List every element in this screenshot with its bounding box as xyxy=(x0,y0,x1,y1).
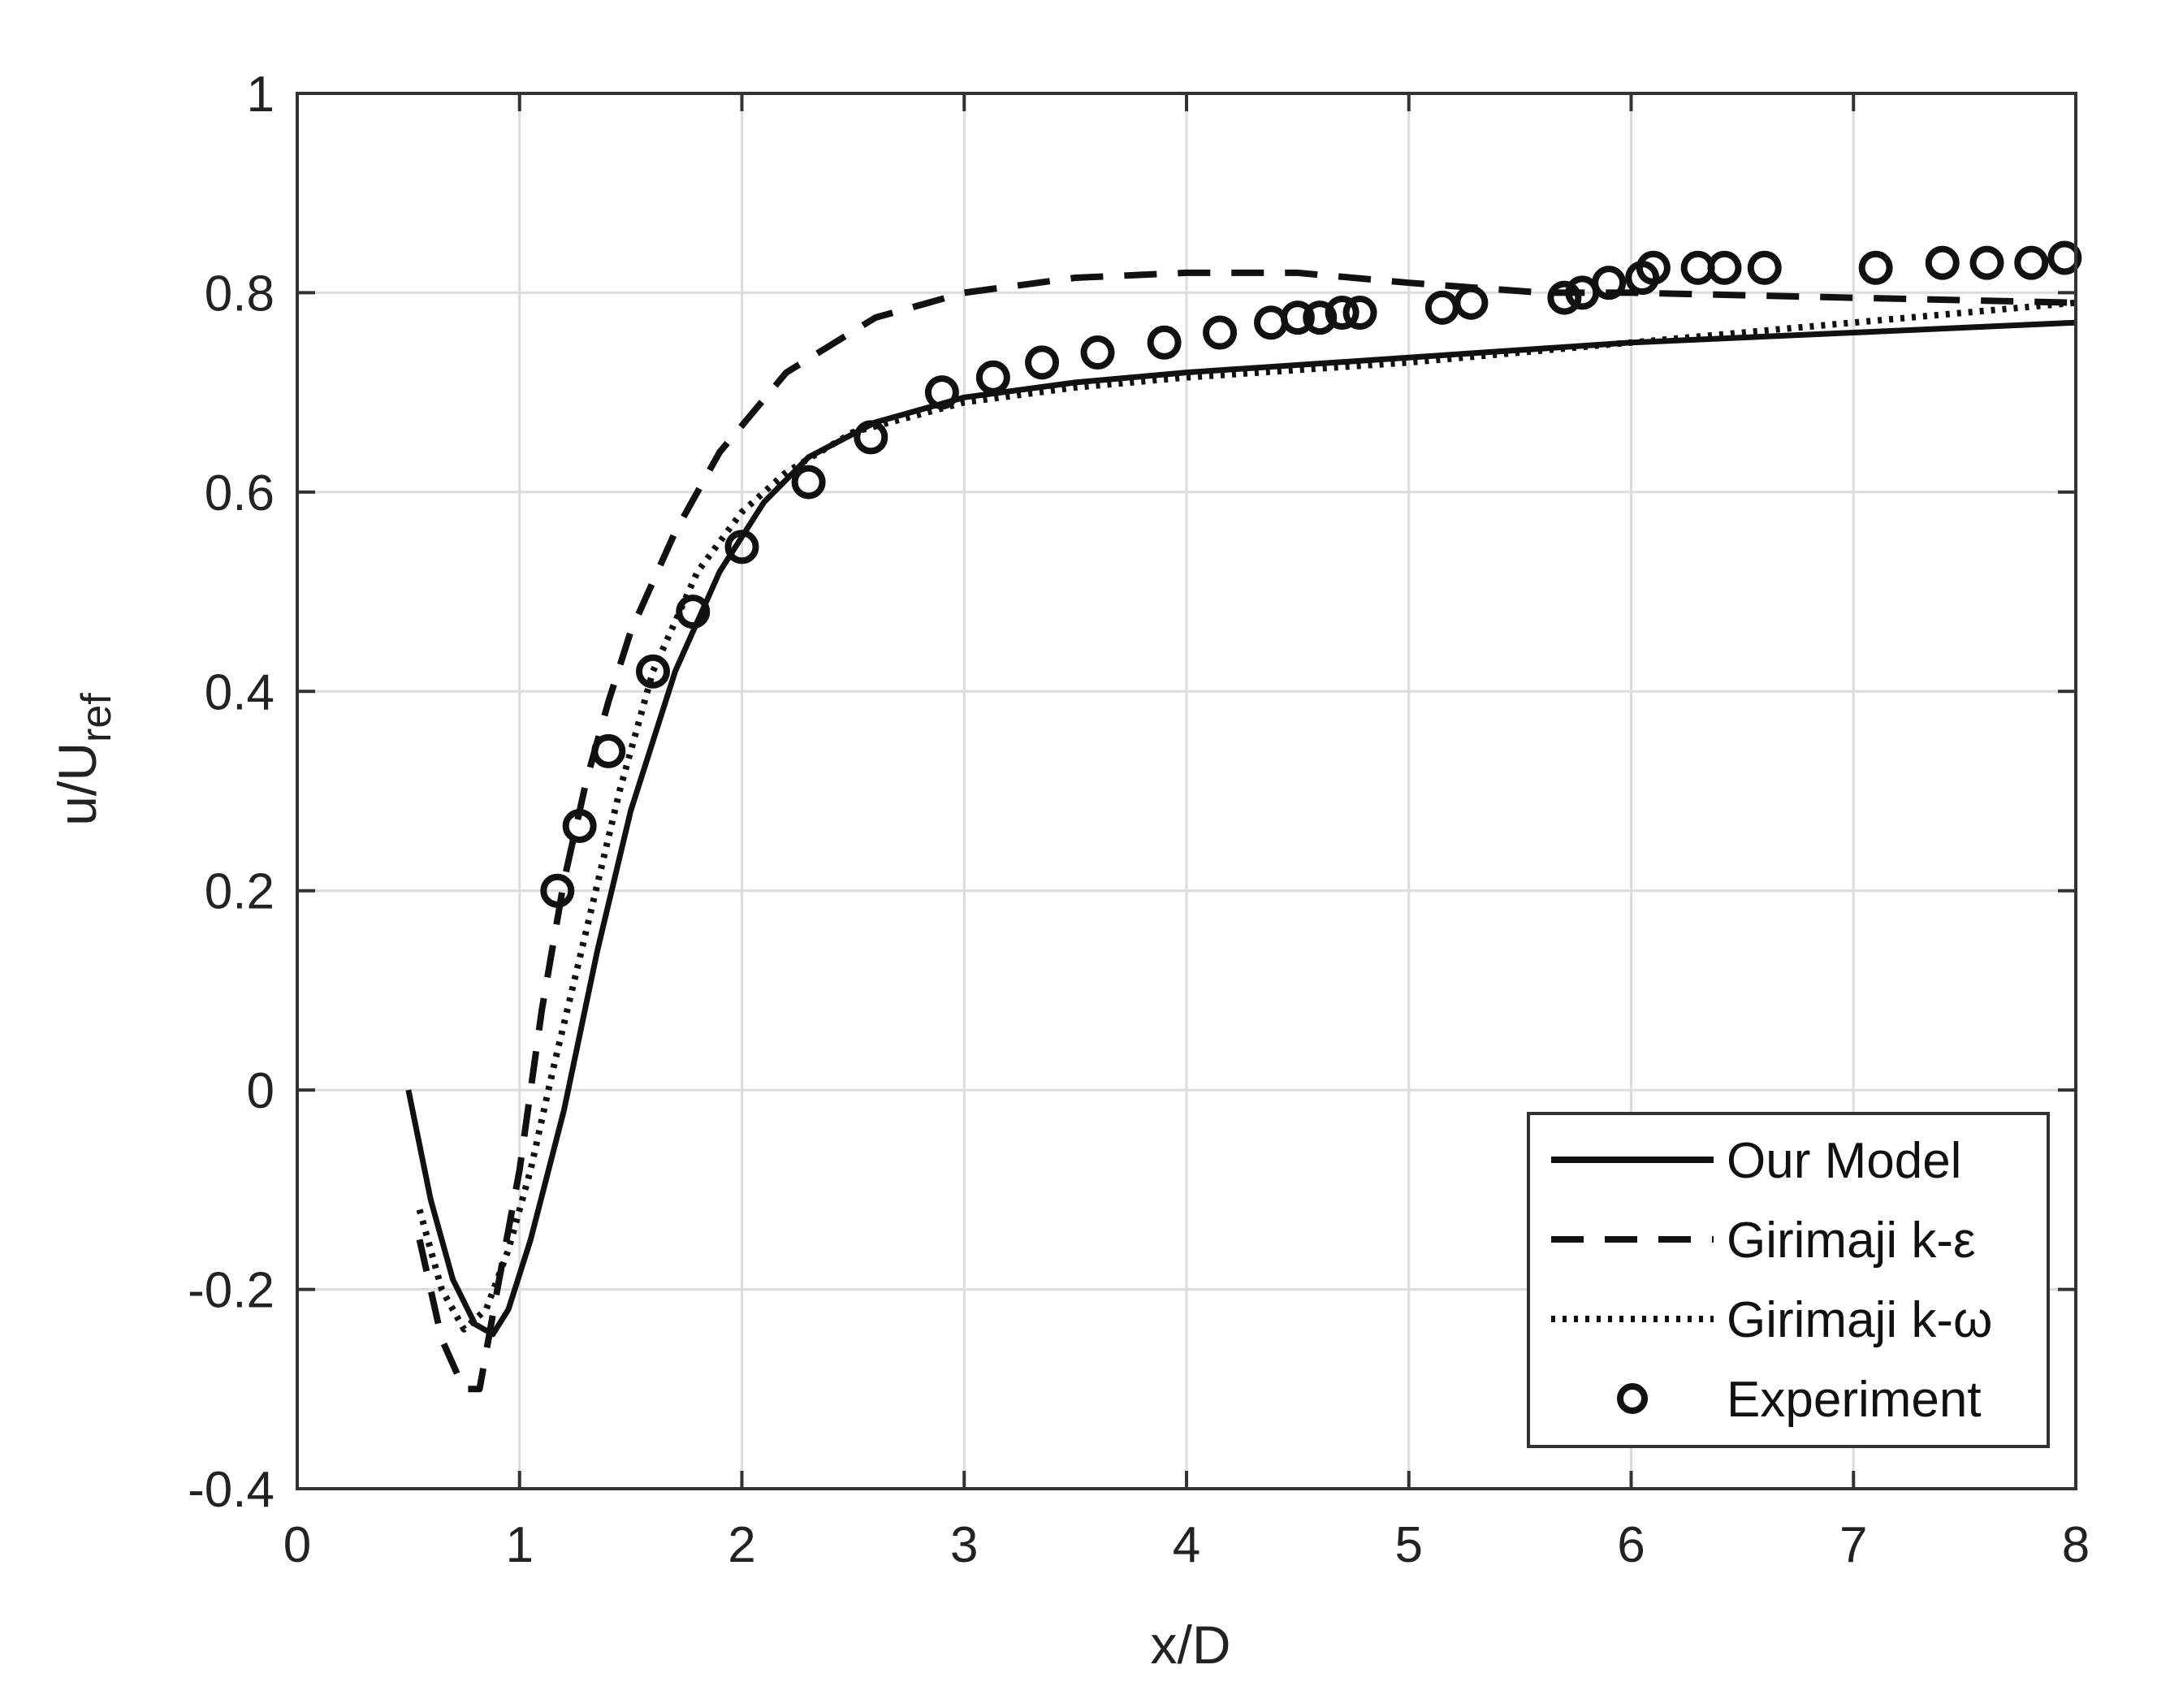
y-tick-label: 0.2 xyxy=(205,864,274,920)
series-line-girimaji-k xyxy=(416,299,2077,1333)
experiment-point xyxy=(1636,250,1671,285)
legend-swatch-experiment xyxy=(1617,1383,1648,1414)
y-tick-label: 1 xyxy=(247,67,274,123)
experiment-point xyxy=(791,465,826,499)
plot-area xyxy=(405,240,2082,1393)
experiment-point xyxy=(1925,245,1960,280)
x-tick-label: 5 xyxy=(1395,1517,1423,1573)
experiment-point xyxy=(1592,266,1627,301)
experiment-point xyxy=(676,595,711,629)
experiment-point xyxy=(2047,240,2082,275)
x-tick-label: 4 xyxy=(1173,1517,1200,1573)
x-axis-label: x/D xyxy=(1151,1615,1231,1675)
experiment-point xyxy=(1547,280,1582,315)
experiment-point xyxy=(636,654,670,689)
experiment-point xyxy=(1080,335,1115,370)
experiment-point xyxy=(1147,325,1182,360)
x-tick-label: 3 xyxy=(950,1517,978,1573)
legend-label-girimaji-k-epsilon: Girimaji k-ε xyxy=(1727,1213,1976,1269)
y-tick-label: 0.8 xyxy=(205,266,274,322)
legend-label-experiment: Experiment xyxy=(1727,1372,1982,1428)
x-tick-label: 7 xyxy=(1839,1517,1867,1573)
legend-box xyxy=(1527,1112,2050,1448)
tick-labels: 0 1 2 3 4 5 6 7 8 -0.4 -0.2 0 0.2 0.4 0.6 0.8 1 xyxy=(188,67,2090,1573)
experiment-point xyxy=(724,530,759,564)
experiment-point xyxy=(1969,245,2004,280)
experiment-point xyxy=(540,873,575,908)
x-tick-label: 8 xyxy=(2062,1517,2090,1573)
experiment-point xyxy=(924,375,959,410)
legend: Our Model Girimaji k-ε Girimaji k-ω Expe… xyxy=(1527,1112,2050,1448)
axes-box xyxy=(296,92,2077,1490)
experiment-point xyxy=(975,360,1010,395)
experiment-point xyxy=(591,733,626,768)
experiment-point xyxy=(1858,250,1893,285)
experiment-point xyxy=(562,808,597,843)
experiment-point xyxy=(1454,285,1489,320)
x-tick-label: 2 xyxy=(728,1517,755,1573)
experiment-point xyxy=(1280,301,1315,335)
experiment-point xyxy=(1342,295,1377,330)
y-axis-label-base: u/U xyxy=(47,742,107,826)
y-tick-label: 0.4 xyxy=(205,664,274,720)
experiment-point xyxy=(854,420,888,455)
x-tick-label: 0 xyxy=(283,1517,311,1573)
y-tick-label: -0.4 xyxy=(188,1462,274,1518)
legend-label-our-model: Our Model xyxy=(1727,1133,1961,1189)
experiment-point xyxy=(1325,295,1359,330)
experiment-point xyxy=(1707,250,1742,285)
y-axis-label-subscript: ref xyxy=(73,693,120,742)
series-line-girimaji-k xyxy=(416,269,2077,1393)
experiment-point xyxy=(2014,245,2049,280)
y-tick-label: 0.6 xyxy=(205,465,274,521)
x-tick-label: 1 xyxy=(506,1517,534,1573)
x-tick-label: 6 xyxy=(1617,1517,1645,1573)
y-tick-label: 0 xyxy=(247,1063,274,1119)
legend-label-girimaji-k-omega: Girimaji k-ω xyxy=(1727,1292,1992,1348)
experiment-point xyxy=(1303,301,1338,335)
experiment-point xyxy=(1203,315,1238,350)
experiment-point xyxy=(1025,345,1060,380)
y-axis-label: u/Uref xyxy=(47,693,120,826)
experiment-point xyxy=(1747,250,1782,285)
y-tick-label: -0.2 xyxy=(188,1263,274,1319)
